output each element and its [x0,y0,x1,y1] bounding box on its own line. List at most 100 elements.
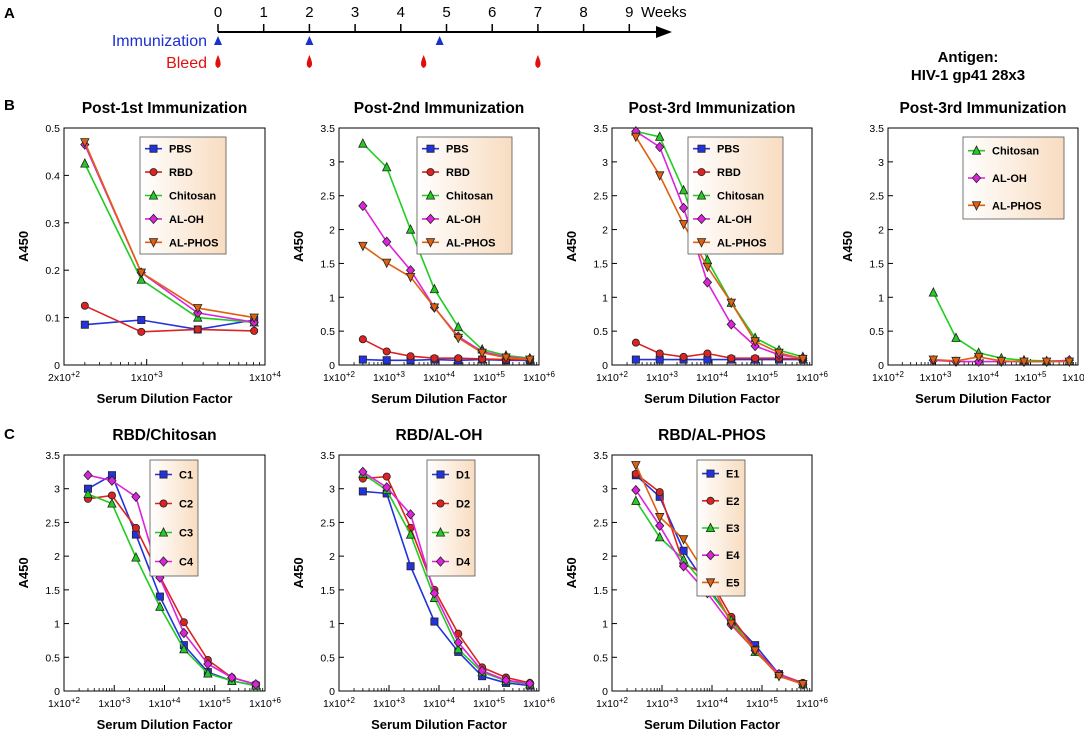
legend-label: AL-PHOS [992,200,1042,212]
data-point [631,338,640,347]
legend-marker [697,144,706,153]
data-point [678,202,689,214]
data-point [250,326,259,335]
data-point [131,551,141,562]
immunization-timeline: 0 1 2 3 4 5 6 7 8 9 Weeks Immunization Bleed [112,4,687,72]
data-point [631,355,640,364]
legend-marker [148,213,159,225]
data-point [358,241,368,252]
data-point [1041,357,1052,368]
legend-label: RBD [169,167,193,179]
bleed-marker [215,55,221,68]
data-point [996,356,1007,367]
legend-label: D1 [456,470,470,482]
legend-marker [148,238,159,248]
y-tick-label: 2 [329,225,335,237]
series-line [84,141,255,319]
data-point [429,303,440,313]
timeline-tick-label: 6 [488,4,496,21]
chart-title: Post-3rd Immunization [899,100,1066,117]
legend-marker [971,145,982,155]
bleed-label: Bleed [166,55,207,72]
data-point [631,461,641,471]
legend-marker [705,522,716,532]
y-tick-label: 3 [878,157,884,169]
data-point [381,258,392,269]
data-point [525,355,535,366]
x-tick-label: 1x10+5 [1015,370,1047,384]
immunization-marker [305,36,314,45]
timeline-tick-label: 0 [214,4,222,21]
legend: Chitosan AL-OH AL-PHOS [962,136,1065,220]
x-axis-label: Serum Dilution Factor [371,391,507,406]
data-point [430,354,439,363]
legend-marker [705,578,716,588]
legend: D1 D2 D3 D4 [426,459,476,577]
x-tick-label: 1x10+6 [796,370,828,384]
y-axis-label: A450 [16,557,31,588]
data-point [453,637,463,648]
immunization-label: Immunization [112,33,207,50]
data-point [107,475,117,486]
legend-label: E2 [726,496,739,508]
y-tick-label: 0.5 [45,652,60,664]
legend-box [149,459,199,577]
timeline-tick-label: 4 [397,4,405,21]
series-line [87,474,257,686]
legend-label: PBS [446,144,469,156]
x-axis-label: Serum Dilution Factor [371,717,507,732]
y-axis-label: A450 [291,557,306,588]
y-tick-label: 2 [54,551,60,563]
legend-label: AL-OH [446,214,481,226]
data-point [381,161,392,172]
y-tick-label: 2.5 [593,517,608,529]
y-tick-label: 0 [54,360,60,372]
legend-label: Chitosan [992,146,1039,158]
legend-label: AL-PHOS [169,237,219,249]
data-point [678,184,689,195]
series-line [362,475,530,684]
data-point [726,298,737,309]
data-point [655,520,665,532]
x-tick-label: 1x10+3 [373,370,405,384]
y-axis-label: A450 [16,231,31,262]
bleed-marker [306,55,313,68]
legend-marker [435,556,446,567]
series-rbd [80,301,259,336]
legend-marker [149,168,158,177]
data-point [679,352,688,361]
data-point [80,138,90,148]
legend-label: E3 [726,523,739,535]
y-tick-label: 1.5 [869,258,884,270]
data-point [405,509,416,520]
data-point [654,513,665,523]
plot-frame [63,127,266,366]
x-tick-label: 1x10+3 [920,370,952,384]
chart-panel-7: RBD/AL-PHOS 0 0.5 1 1.5 2 2.5 3 3.5 1x10+2 1x10+3 1… [564,427,829,732]
data-point [80,158,90,168]
legend-marker [435,527,446,537]
data-point [631,132,641,143]
x-tick-label: 1x10+5 [746,696,778,710]
data-point [655,349,664,358]
legend-marker [971,201,982,211]
legend-marker [158,527,169,537]
x-tick-label: 1x10+6 [523,370,555,384]
y-tick-label: 0 [602,360,608,372]
timeline-arrowhead [656,26,672,38]
x-tick-label: 1x10+6 [523,696,555,710]
legend-marker [148,190,159,200]
y-tick-label: 1.5 [320,258,335,270]
x-tick-label: 1x10+3 [98,696,130,710]
y-tick-label: 3 [329,157,335,169]
legend-marker [425,190,436,200]
x-axis-label: Serum Dilution Factor [644,717,780,732]
series-line [84,163,255,324]
y-axis-label: A450 [291,231,306,262]
data-point [203,667,213,678]
legend-label: PBS [717,144,740,156]
weeks-label: Weeks [641,4,687,21]
series-line [932,292,1070,362]
data-point [382,236,392,247]
data-point [678,535,689,545]
